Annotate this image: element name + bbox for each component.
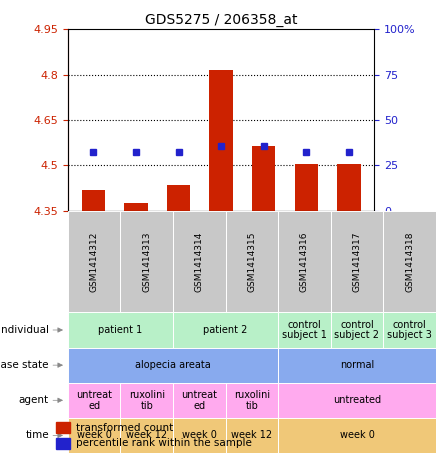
Bar	[278, 347, 436, 383]
Bar	[173, 211, 226, 313]
Bar	[278, 313, 331, 347]
Bar	[295, 164, 318, 211]
Bar	[68, 347, 278, 383]
Bar	[331, 313, 383, 347]
Text: ruxolini
tib: ruxolini tib	[129, 390, 165, 411]
Bar	[383, 211, 436, 313]
Bar	[124, 203, 148, 211]
Bar	[173, 313, 278, 347]
Text: GSM1414316: GSM1414316	[300, 231, 309, 292]
Bar	[120, 383, 173, 418]
Text: control
subject 1: control subject 1	[282, 320, 327, 340]
Text: week 12: week 12	[126, 430, 167, 440]
Text: week 0: week 0	[339, 430, 374, 440]
Text: untreat
ed: untreat ed	[76, 390, 112, 411]
Text: patient 1: patient 1	[98, 325, 143, 335]
Text: GSM1414318: GSM1414318	[405, 231, 414, 292]
Text: alopecia areata: alopecia areata	[135, 360, 211, 370]
Bar	[68, 383, 120, 418]
Bar	[337, 164, 360, 211]
Text: untreated: untreated	[333, 395, 381, 405]
Bar	[226, 383, 278, 418]
Text: control
subject 3: control subject 3	[387, 320, 432, 340]
Bar	[209, 70, 233, 211]
Text: ruxolini
tib: ruxolini tib	[234, 390, 270, 411]
Bar	[120, 418, 173, 453]
Text: individual: individual	[0, 325, 49, 335]
Title: GDS5275 / 206358_at: GDS5275 / 206358_at	[145, 13, 297, 27]
Bar	[82, 189, 105, 211]
Bar	[173, 383, 226, 418]
Bar	[278, 383, 436, 418]
Bar	[167, 185, 191, 211]
Text: GSM1414312: GSM1414312	[90, 231, 99, 292]
Text: GSM1414313: GSM1414313	[142, 231, 151, 292]
Text: disease state: disease state	[0, 360, 49, 370]
Bar	[57, 438, 70, 449]
Text: time: time	[25, 430, 49, 440]
Text: agent: agent	[19, 395, 49, 405]
Bar	[226, 211, 278, 313]
Text: control
subject 2: control subject 2	[335, 320, 379, 340]
Bar	[57, 422, 70, 433]
Text: GSM1414314: GSM1414314	[195, 231, 204, 292]
Text: normal: normal	[340, 360, 374, 370]
Bar	[68, 418, 120, 453]
Text: untreat
ed: untreat ed	[181, 390, 217, 411]
Text: transformed count: transformed count	[76, 423, 173, 433]
Bar	[68, 313, 173, 347]
Bar	[173, 418, 226, 453]
Text: week 0: week 0	[77, 430, 112, 440]
Bar	[252, 146, 276, 211]
Bar	[68, 211, 120, 313]
Text: GSM1414315: GSM1414315	[247, 231, 256, 292]
Bar	[331, 211, 383, 313]
Bar	[226, 418, 278, 453]
Bar	[278, 211, 331, 313]
Bar	[120, 211, 173, 313]
Text: week 12: week 12	[231, 430, 272, 440]
Bar	[383, 313, 436, 347]
Text: percentile rank within the sample: percentile rank within the sample	[76, 439, 251, 448]
Text: GSM1414317: GSM1414317	[353, 231, 361, 292]
Text: week 0: week 0	[182, 430, 217, 440]
Bar	[278, 418, 436, 453]
Text: patient 2: patient 2	[203, 325, 248, 335]
